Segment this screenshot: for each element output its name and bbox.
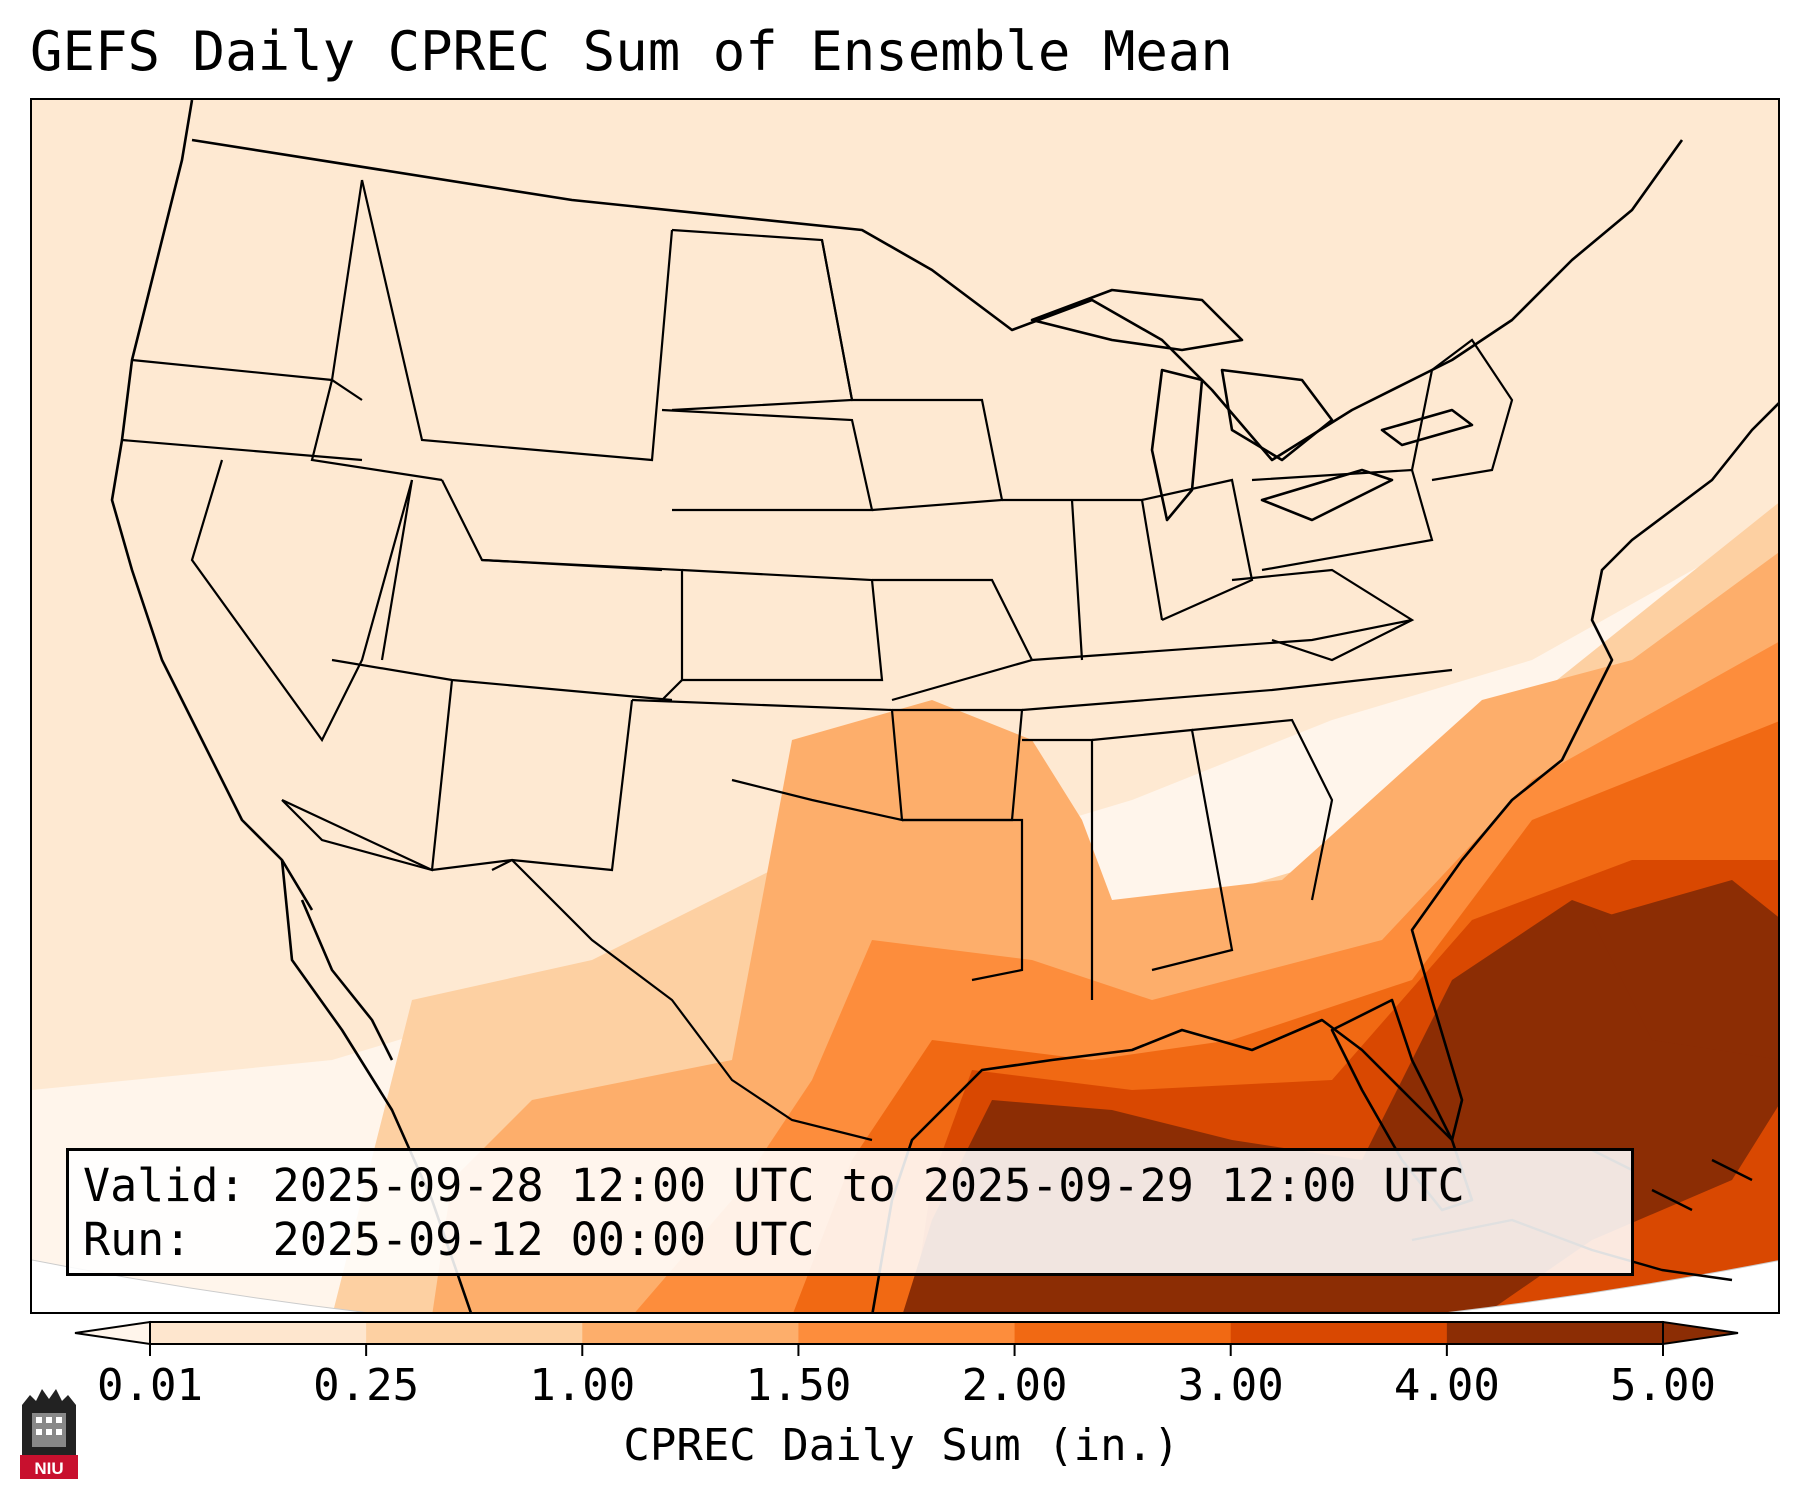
colorbar-segment	[366, 1322, 583, 1344]
colorbar-segment	[150, 1322, 367, 1344]
colorbar-outline	[149, 1321, 1664, 1345]
state-line-az-nm	[281, 679, 454, 872]
colorbar-tick-label: 0.01	[97, 1360, 203, 1411]
logo-text: NIU	[34, 1459, 63, 1478]
valid-label: Valid:	[83, 1159, 246, 1212]
colorbar-tick-label: 4.00	[1393, 1360, 1500, 1411]
map-domain-edge	[32, 1259, 1778, 1312]
colorbar-tick-label: 3.00	[1177, 1360, 1284, 1411]
state-line-la-ms	[902, 818, 1024, 982]
colorbar-extend-low	[74, 1320, 151, 1346]
run-label: Run:	[83, 1213, 192, 1266]
lake-michigan	[1150, 368, 1204, 522]
colorbar-segment	[582, 1322, 799, 1344]
us-west-coast	[110, 100, 314, 911]
university-tower-icon: NIU	[20, 1389, 78, 1479]
state-borders	[121, 179, 1514, 1142]
colorbar-tick-label: 1.00	[529, 1360, 636, 1411]
lake-ontario	[1380, 408, 1474, 447]
colorbar-extend-high	[1662, 1320, 1739, 1346]
lake-superior	[1030, 288, 1244, 352]
colorbar-tick-label: 2.00	[961, 1360, 1068, 1411]
colorbar-tick-label: 1.50	[745, 1360, 852, 1411]
colorbar-segment	[1446, 1322, 1664, 1344]
state-line-sd-ne	[661, 408, 874, 512]
state-line-mo	[872, 578, 1034, 702]
run-row: Run: 2025-09-12 00:00 UTC	[83, 1213, 1617, 1267]
colorbar-label: CPREC Daily Sum (in.)	[623, 1420, 1180, 1471]
state-line-va-wv	[1231, 568, 1415, 662]
precip-map	[32, 100, 1778, 1312]
precip-field-500b	[1592, 880, 1778, 1060]
colorbar-segment	[798, 1322, 1016, 1344]
page-title: GEFS Daily CPREC Sum of Ensemble Mean	[30, 20, 1233, 83]
state-line-al-ga	[1091, 728, 1234, 972]
valid-run-info-box: Valid: 2025-09-28 12:00 UTC to 2025-09-2…	[66, 1148, 1634, 1276]
gulf-coast	[871, 402, 1778, 1312]
us-mexico-border	[281, 799, 873, 1142]
lake-huron	[1220, 368, 1334, 462]
state-line-id	[310, 179, 443, 482]
colorbar	[74, 1320, 1739, 1356]
state-line-ky-tn	[1031, 618, 1413, 662]
state-line-ga-sc	[1191, 718, 1334, 901]
map-panel	[30, 98, 1780, 1314]
state-line-nc-tn	[1021, 668, 1453, 712]
state-line-ne-ks	[681, 568, 884, 682]
precip-field-025	[32, 100, 1778, 1090]
valid-value: 2025-09-28 12:00 UTC to 2025-09-29 12:00…	[272, 1159, 1465, 1212]
state-line-wy-co	[481, 558, 684, 701]
valid-row: Valid: 2025-09-28 12:00 UTC to 2025-09-2…	[83, 1159, 1617, 1213]
state-line-mt	[360, 179, 674, 462]
baja-peninsula	[300, 899, 394, 1061]
colorbar-segment	[1230, 1322, 1448, 1344]
coastlines-and-borders	[110, 100, 1778, 1312]
state-line-mn-ia	[820, 239, 1004, 512]
state-line-or-ca	[121, 438, 363, 462]
state-line-new-england	[1410, 338, 1514, 482]
state-line-pa-ny	[1251, 468, 1434, 572]
colorbar-tick-label: 5.00	[1610, 1360, 1716, 1411]
us-canada-border	[191, 138, 1684, 462]
state-line-nv	[190, 459, 414, 743]
colorbar-tick-label: 0.25	[313, 1360, 420, 1411]
lake-erie	[1260, 468, 1394, 522]
state-line-nm-tx	[491, 699, 634, 872]
state-line-oh-pa	[1141, 478, 1254, 622]
colorbar-segment	[1014, 1322, 1232, 1344]
run-value: 2025-09-12 00:00 UTC	[272, 1213, 815, 1266]
